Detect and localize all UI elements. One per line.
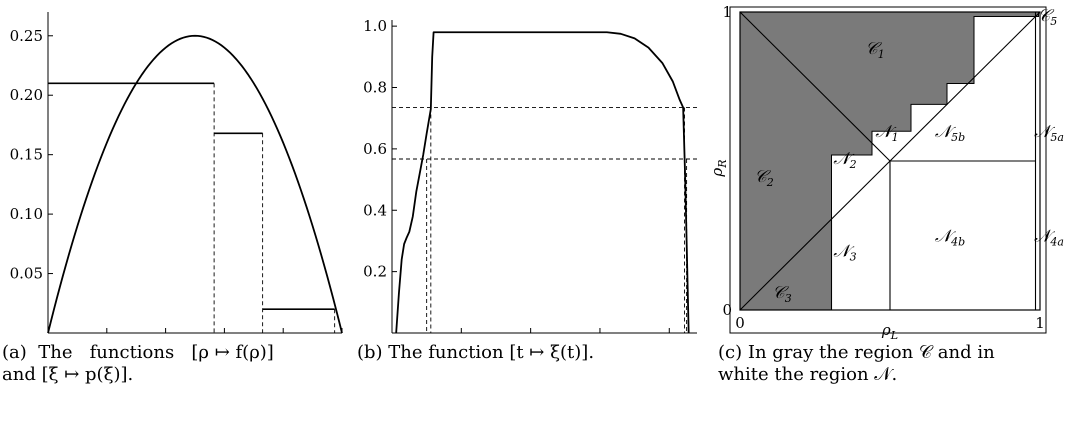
y-tick-label: 0.25 <box>10 27 43 45</box>
y-tick-label: 0.6 <box>363 140 387 158</box>
region-label-sub: 5a <box>1050 131 1064 144</box>
x-tick-label: 1 <box>1035 314 1045 332</box>
region-label-sub: 3 <box>785 292 792 305</box>
outer-frame <box>729 6 1047 334</box>
boundary-line <box>739 11 891 162</box>
caption-a-line2: and [ξ ↦ p(ξ)]. <box>2 364 134 385</box>
region-label-c5: 𝒞5 <box>1038 6 1057 28</box>
curve-f <box>47 34 343 334</box>
x-tick-label: 0.2 <box>95 337 119 340</box>
y-tick-label: 0.05 <box>10 265 43 283</box>
region-label-sub: 5b <box>951 131 965 144</box>
y-axis-label: ρR <box>708 159 729 177</box>
region-label-n5b: 𝒩5b <box>935 122 965 144</box>
y-tick-label: 0 <box>722 301 732 319</box>
y-tick-label: 0.15 <box>10 146 43 164</box>
region-label-sub: 2 <box>766 176 774 189</box>
caption-c-line1: (c) In gray the region 𝒞 and in <box>718 342 995 363</box>
y-tick-label: 0.8 <box>363 79 387 97</box>
region-label-sub: 5 <box>1050 15 1057 28</box>
region-label-sub: 2 <box>849 158 857 171</box>
region-label-sub: 1 <box>892 131 899 144</box>
curve-xi <box>395 31 690 334</box>
x-tick-label: 1.0 <box>330 337 354 340</box>
x-tick-label: 80 <box>660 337 679 340</box>
region-label-sub: 4b <box>950 236 965 249</box>
x-tick-label: 0.6 <box>212 337 236 340</box>
y-tick-label: 0.10 <box>10 205 43 223</box>
region-label-n4b: 𝒩4b <box>935 227 965 249</box>
region-label-sub: 1 <box>878 48 885 61</box>
caption-c: (c) In gray the region 𝒞 and in white th… <box>718 342 1086 386</box>
y-tick-label: 0.2 <box>363 263 387 281</box>
region-label-sub: 3 <box>850 250 857 263</box>
caption-a-line1: (a) The functions [ρ ↦ f(ρ)] <box>2 342 274 363</box>
x-tick-label: 60 <box>590 337 609 340</box>
x-tick-label: 0.4 <box>154 337 178 340</box>
x-tick-label: 0.8 <box>271 337 295 340</box>
region-label-n5a: 𝒩5a <box>1034 122 1064 144</box>
figure-canvas: 0.20.40.60.81.00.050.100.150.200.2520406… <box>10 3 1064 340</box>
y-axis-label-sub: R <box>716 159 729 168</box>
caption-a: (a) The functions [ρ ↦ f(ρ)] and [ξ ↦ p(… <box>2 342 347 386</box>
caption-b: (b) The function [t ↦ ξ(t)]. <box>357 342 707 364</box>
region-label-sub: 4a <box>1049 236 1064 249</box>
y-tick-label: 1 <box>722 3 732 21</box>
x-axis-label: ρL <box>881 321 898 340</box>
x-tick-label: 0 <box>735 314 745 332</box>
chart-b: 20 40 60 80 0.2 0.4 0.6 0.8 1.0 <box>363 17 697 340</box>
region-label-n4a: 𝒩4a <box>1034 227 1064 249</box>
y-tick-label: 0.4 <box>363 201 387 219</box>
x-tick-label: 20 <box>452 337 471 340</box>
x-tick-label: 40 <box>521 337 540 340</box>
y-tick-label: 0.20 <box>10 86 43 104</box>
y-tick-label: 1.0 <box>363 17 387 35</box>
region-label-n3: 𝒩3 <box>833 241 856 263</box>
x-axis-label-sub: L <box>890 329 898 340</box>
chart-a: 0.2 0.4 0.6 0.8 1.0 0.05 0.10 0.15 0.20 0.25 <box>10 12 354 340</box>
caption-b-line1: (b) The function [t ↦ ξ(t)]. <box>357 342 595 363</box>
caption-c-line2: white the region 𝒩. <box>718 364 898 385</box>
